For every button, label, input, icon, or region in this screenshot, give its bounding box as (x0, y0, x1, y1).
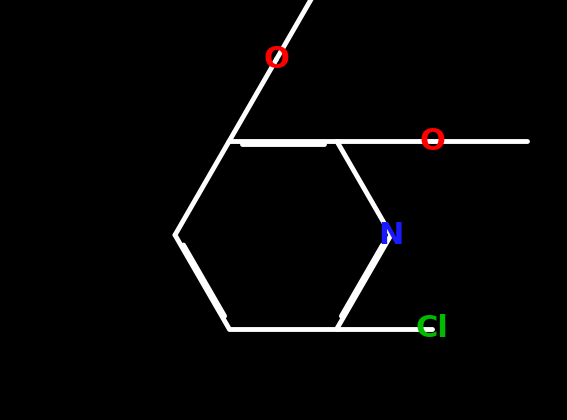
Text: N: N (378, 220, 404, 249)
Text: O: O (264, 45, 290, 74)
Text: Cl: Cl (416, 314, 448, 343)
Text: O: O (419, 127, 445, 156)
